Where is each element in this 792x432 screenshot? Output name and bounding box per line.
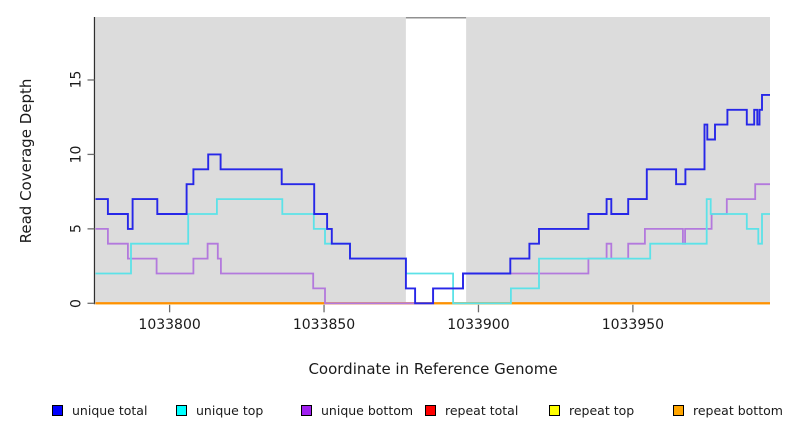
y-tick-label: 5 — [68, 224, 85, 234]
legend-swatch-unique-total — [52, 404, 63, 416]
x-tick-label: 1033850 — [292, 317, 356, 333]
legend-label: repeat top — [569, 402, 635, 418]
masked-region — [405, 17, 467, 303]
x-axis-title: Coordinate in Reference Genome — [308, 360, 558, 378]
legend-swatch-repeat-top — [549, 404, 560, 416]
x-tick-label: 1033950 — [601, 317, 665, 333]
legend-swatch-repeat-total — [425, 404, 436, 416]
y-axis-title: Read Coverage Depth — [17, 78, 35, 244]
legend-swatch-unique-top — [176, 404, 187, 416]
legend-item-unique-bottom: unique bottom — [301, 401, 413, 419]
legend-label: unique bottom — [321, 402, 414, 418]
x-tick-label: 1033800 — [138, 317, 201, 333]
legend-item-unique-top: unique top — [176, 401, 263, 419]
legend-label: unique top — [196, 402, 264, 418]
legend-item-repeat-top: repeat top — [549, 401, 634, 419]
x-tick-label: 1033900 — [447, 317, 510, 333]
legend-item-unique-total: unique total — [52, 401, 147, 419]
y-tick-label: 0 — [68, 298, 85, 308]
legend-swatch-repeat-bottom — [673, 404, 684, 416]
y-tick-label: 15 — [68, 71, 85, 89]
legend-swatch-unique-bottom — [301, 404, 312, 416]
legend-label: repeat bottom — [693, 402, 783, 418]
legend: unique total unique top unique bottom re… — [0, 401, 792, 419]
legend-item-repeat-bottom: repeat bottom — [673, 401, 783, 419]
legend-label: unique total — [72, 402, 148, 418]
y-tick-label: 10 — [68, 145, 85, 164]
legend-label: repeat total — [445, 402, 519, 418]
legend-item-repeat-total: repeat total — [425, 401, 518, 419]
unique-total-line — [95, 93, 770, 305]
